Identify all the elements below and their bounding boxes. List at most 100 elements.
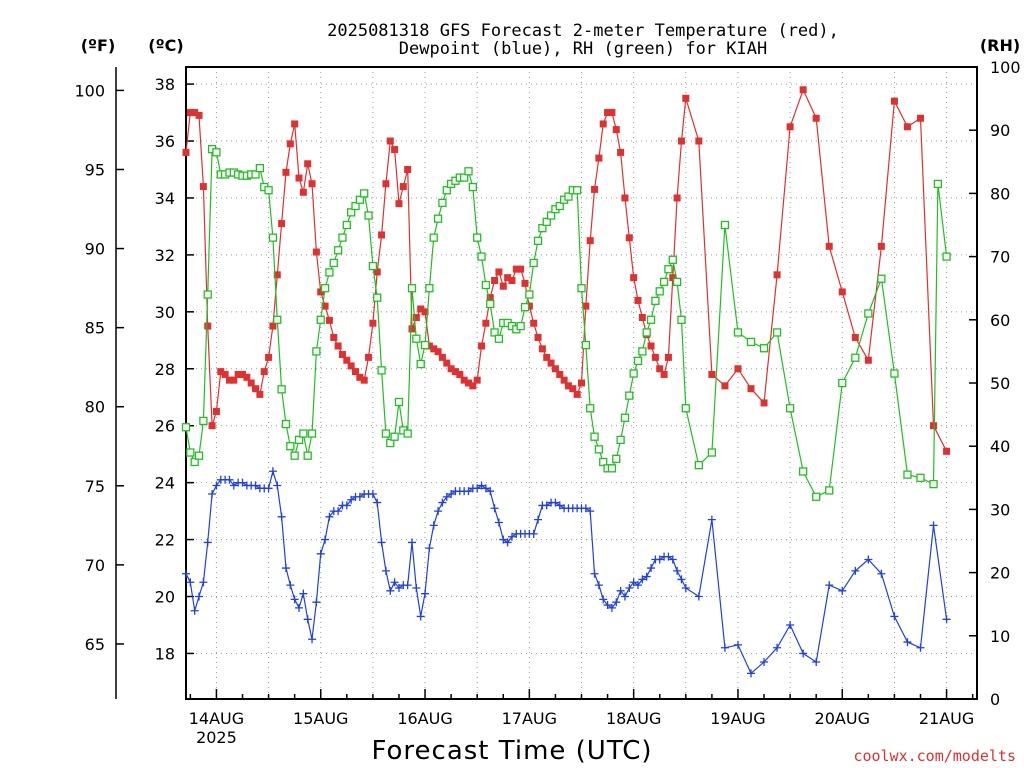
rh-point: [403, 429, 412, 438]
rh-point: [594, 445, 604, 454]
dewpoint-point: [190, 606, 199, 615]
temperature-point: [343, 356, 351, 364]
dewpoint-point: [555, 501, 564, 510]
temperature-point: [269, 322, 277, 330]
rh-point: [516, 321, 525, 331]
dewpoint-point: [299, 589, 308, 598]
temperature-point: [417, 305, 425, 313]
dewpoint-point: [890, 612, 899, 621]
rh-point: [433, 214, 443, 223]
dewpoint-point: [603, 601, 612, 610]
dewpoint-point: [720, 643, 729, 652]
rh-point: [360, 189, 369, 198]
temperature-point: [864, 356, 872, 364]
rh-point: [407, 284, 417, 293]
rh-point: [325, 268, 334, 277]
temperature-point: [208, 422, 216, 430]
rh-point: [933, 179, 943, 189]
temperature-point: [291, 120, 299, 128]
temperature-point: [660, 370, 668, 378]
temperature-point: [317, 288, 325, 296]
dewpoint-point: [281, 564, 290, 573]
temperature-point: [286, 140, 294, 148]
dewpoint-point: [503, 538, 512, 547]
rh-point: [316, 315, 325, 324]
dewpoint-point: [812, 657, 821, 666]
rh-point: [477, 252, 486, 261]
dewpoint-point: [342, 501, 351, 510]
rh-point: [573, 186, 582, 195]
rh-point: [772, 328, 782, 337]
temperature-point: [347, 362, 355, 370]
rh-point: [520, 303, 530, 312]
celsius-tick-label: 32: [155, 246, 175, 265]
rh-tick-label: 70: [990, 248, 1010, 267]
rh-point: [529, 258, 538, 268]
rh-point: [564, 192, 573, 201]
dewpoint-point: [334, 507, 343, 516]
temperature-point: [265, 353, 273, 361]
rh-point: [672, 277, 682, 287]
rh-point: [442, 186, 451, 195]
temperature-point: [573, 390, 581, 398]
temperature-point: [512, 265, 520, 273]
dewpoint-point: [542, 501, 551, 510]
dewpoint-point: [208, 490, 217, 499]
temperature-point: [595, 154, 603, 162]
rh-point: [286, 442, 295, 451]
dewpoint-point: [416, 612, 425, 621]
rh-point: [268, 233, 278, 242]
dewpoint-point: [308, 635, 317, 644]
dewpoint-point: [607, 603, 616, 612]
rh-point: [473, 233, 482, 242]
dewpoint-point: [851, 566, 860, 575]
rh-point: [851, 353, 860, 362]
rh-point: [212, 148, 221, 157]
temperature-point: [495, 268, 503, 276]
dewpoint-point: [534, 515, 543, 524]
rh-point: [625, 391, 634, 400]
rh-unit-label: (RH): [980, 36, 1020, 55]
rh-point: [373, 293, 382, 302]
temperature-point: [564, 382, 572, 390]
temperature-point: [438, 353, 446, 361]
dewpoint-point: [916, 643, 925, 652]
temperature-point: [669, 274, 677, 282]
temperature-point: [491, 277, 499, 285]
dewpoint-series: [182, 467, 951, 678]
temperature-point: [486, 294, 494, 302]
temperature-point: [256, 390, 264, 398]
temperature-point: [638, 314, 646, 322]
dewpoint-point: [929, 521, 938, 530]
dewpoint-point: [677, 575, 686, 584]
fahrenheit-tick-label: 90: [85, 240, 105, 259]
celsius-tick-label: 26: [155, 417, 175, 436]
temperature-point: [443, 359, 451, 367]
temperature-point: [425, 342, 433, 350]
chart-title-line1: 2025081318 GFS Forecast 2-meter Temperat…: [327, 21, 839, 41]
temperature-point: [473, 376, 481, 384]
dewpoint-point: [325, 512, 334, 521]
rh-point: [429, 233, 438, 242]
temperature-point: [612, 126, 620, 134]
rh-point: [546, 211, 556, 220]
rh-point: [746, 337, 756, 347]
dewpoint-point: [664, 552, 673, 561]
dewpoint-point: [634, 581, 642, 590]
temperature-point: [325, 316, 333, 324]
temperature-point: [617, 148, 625, 156]
dewpoint-point: [760, 657, 769, 666]
temperature-point: [651, 353, 659, 361]
temperature-point: [656, 365, 664, 373]
grid: [186, 67, 977, 699]
dewpoint-point: [864, 555, 873, 564]
temperature-point: [530, 319, 538, 327]
temperature-point: [399, 183, 407, 191]
rh-point: [668, 255, 677, 264]
rh-tick-label: 20: [990, 564, 1010, 583]
rh-tick-label: 60: [990, 311, 1010, 330]
dewpoint-point: [429, 521, 438, 530]
temperature-point: [199, 183, 207, 191]
rh-point: [533, 236, 543, 245]
